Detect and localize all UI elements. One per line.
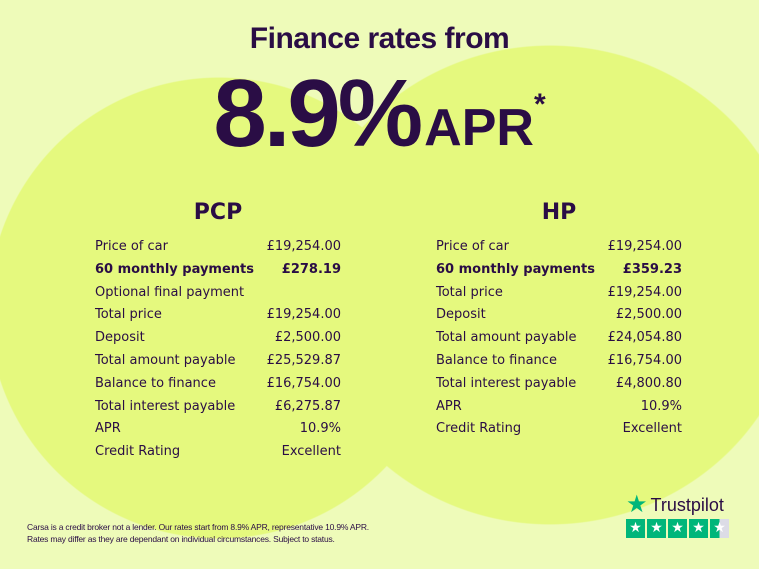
- disclaimer-line: Carsa is a credit broker not a lender. O…: [27, 522, 369, 532]
- rate-value: 8.9%: [213, 60, 423, 167]
- table-row: APR 10.9%: [436, 398, 682, 421]
- row-label: Balance to finance: [95, 375, 216, 391]
- table-row: Total interest payable £6,275.87: [95, 398, 341, 421]
- row-label: Price of car: [436, 239, 509, 254]
- row-value: £19,254.00: [607, 239, 682, 254]
- row-value: £359.23: [622, 261, 682, 277]
- row-value: 10.9%: [299, 421, 341, 437]
- asterisk: *: [533, 88, 546, 121]
- row-value: £25,529.87: [266, 352, 341, 368]
- hp-table: HP Price of car £19,254.00 60 monthly paym…: [436, 200, 682, 443]
- row-value: £16,754.00: [607, 352, 682, 368]
- row-value: £2,500.00: [274, 330, 341, 346]
- table-row: Credit Rating Excellent: [95, 443, 341, 466]
- table-row: Total amount payable £24,054.80: [436, 329, 682, 352]
- trustpilot-name: Trustpilot: [650, 494, 724, 515]
- row-label: Price of car: [95, 239, 168, 254]
- table-row: Total amount payable £25,529.87: [95, 352, 341, 375]
- row-value: £16,754.00: [266, 375, 341, 391]
- trustpilot-badge: ★ Trustpilot ★ ★ ★ ★ ★: [626, 491, 736, 538]
- row-label: Total amount payable: [95, 352, 236, 368]
- table-row: Price of car £19,254.00: [436, 238, 682, 261]
- pcp-table: PCP Price of car £19,254.00 60 monthly pay…: [95, 200, 341, 466]
- table-row: Deposit £2,500.00: [436, 306, 682, 329]
- row-label: Credit Rating: [95, 444, 181, 460]
- star-icon: ★: [626, 519, 645, 538]
- pcp-title: PCP: [193, 200, 243, 225]
- row-value: Excellent: [622, 421, 682, 437]
- row-value: Excellent: [281, 444, 341, 460]
- table-row: APR 10.9%: [95, 420, 341, 443]
- row-label: Total interest payable: [436, 375, 577, 391]
- star-icon: ★: [689, 519, 708, 538]
- disclaimer-line: Rates may differ as they are dependant o…: [27, 534, 335, 544]
- row-label: APR: [436, 398, 462, 414]
- row-value: £4,800.80: [615, 375, 682, 391]
- star-icon: ★: [668, 519, 687, 538]
- table-row: Total interest payable £4,800.80: [436, 375, 682, 398]
- row-value: £19,254.00: [266, 307, 341, 323]
- row-value: £19,254.00: [607, 284, 682, 300]
- table-row: Total price £19,254.00: [436, 284, 682, 307]
- row-value: 10.9%: [640, 398, 682, 414]
- row-label: Deposit: [436, 307, 486, 323]
- row-label: Total amount payable: [436, 330, 577, 346]
- table-row: Deposit £2,500.00: [95, 329, 341, 352]
- table-row: Optional final payment: [95, 284, 341, 307]
- row-label: Total price: [95, 307, 162, 323]
- table-row: Total price £19,254.00: [95, 306, 341, 329]
- row-label: Total price: [436, 284, 503, 300]
- row-label: 60 monthly payments: [95, 261, 254, 277]
- row-label: Total interest payable: [95, 398, 236, 414]
- row-label: Optional final payment: [95, 284, 245, 300]
- star-icon: ★: [710, 519, 729, 538]
- apr-label: APR: [424, 99, 534, 157]
- table-row: 60 monthly payments £278.19: [95, 261, 341, 284]
- star-icon: ★: [647, 519, 666, 538]
- row-label: APR: [95, 421, 121, 437]
- row-label: Balance to finance: [436, 352, 557, 368]
- table-row: Price of car £19,254.00: [95, 238, 341, 261]
- table-row: 60 monthly payments £359.23: [436, 261, 682, 284]
- headline: Finance rates from: [249, 22, 510, 55]
- rate-headline: 8.9% APR *: [0, 62, 759, 162]
- row-value: £19,254.00: [266, 239, 341, 254]
- star-icon: ★: [626, 491, 648, 518]
- disclaimer: Carsa is a credit broker not a lender. O…: [27, 521, 447, 545]
- row-value: £6,275.87: [274, 398, 341, 414]
- row-value: £2,500.00: [615, 307, 682, 323]
- rating-stars: ★ ★ ★ ★ ★: [626, 519, 736, 538]
- table-row: Credit Rating Excellent: [436, 420, 682, 443]
- row-label: 60 monthly payments: [436, 261, 595, 277]
- table-row: Balance to finance £16,754.00: [95, 375, 341, 398]
- row-value: £24,054.80: [607, 330, 682, 346]
- hp-title: HP: [541, 200, 577, 225]
- row-value: £278.19: [281, 261, 341, 277]
- row-label: Credit Rating: [436, 421, 522, 437]
- row-label: Deposit: [95, 330, 145, 346]
- table-row: Balance to finance £16,754.00: [436, 352, 682, 375]
